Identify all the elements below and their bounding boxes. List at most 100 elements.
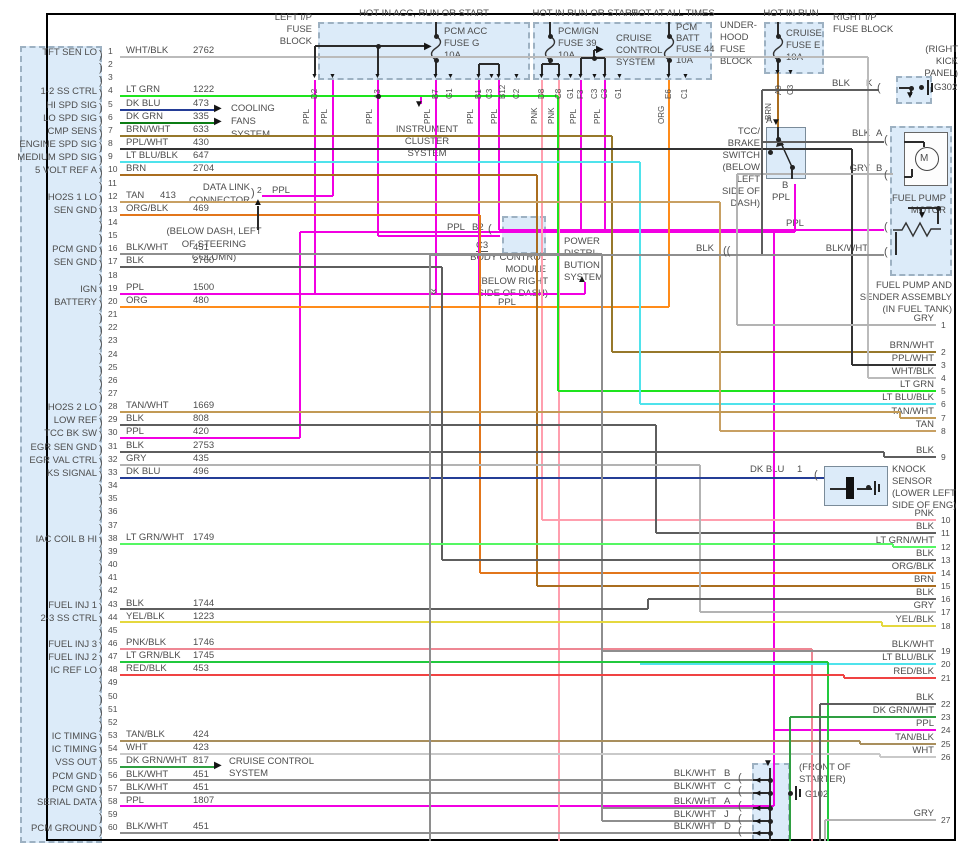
right-ip-fuse-block-label: RIGHT I/P <box>833 12 877 23</box>
wire-segment <box>558 80 560 841</box>
wire-segment <box>843 675 845 678</box>
wire-segment <box>893 546 936 548</box>
g102-ground-icon <box>799 789 801 797</box>
wire-segment <box>910 88 912 95</box>
fuel-pump-pin-b: B <box>876 163 883 174</box>
fuse-pin-letter: B1 <box>474 89 483 99</box>
pcm-pin-label: CMP SENS <box>47 126 97 137</box>
motor-circle-icon <box>915 147 939 171</box>
flow-arrow-icon: ▲ <box>253 197 263 208</box>
pcm-pin-number: 58 <box>108 796 118 806</box>
fuel-sender-blkwht-label: BLK/WHT <box>825 243 868 254</box>
connector-arrow-icon: ▼ <box>577 73 584 80</box>
right-row-wire-name: GRY <box>913 808 934 819</box>
cruise-control-system-inside: CRUISE <box>616 33 652 44</box>
pcm-pin-label: VSS OUT <box>55 757 97 768</box>
pcm-pin-number: 31 <box>108 441 118 451</box>
pcm-circuit-number: 451 <box>193 769 209 780</box>
g302-location: (RIGHT <box>925 44 958 55</box>
g102-pin-letter: D <box>724 821 731 832</box>
fuse-pin-letter: G1 <box>614 88 623 99</box>
right-row-number: 2 <box>941 347 946 357</box>
pcm-pin-label: IC TIMING <box>51 731 97 742</box>
fuse-wire-name: PPL <box>365 108 374 124</box>
fuel-pump-pin-a: A <box>876 128 883 139</box>
right-row-number: 14 <box>941 568 951 578</box>
wire-segment <box>430 254 884 256</box>
g302-name: G302 <box>934 82 958 93</box>
wire-segment <box>761 90 763 255</box>
wire-segment <box>879 754 881 757</box>
knock-wire-label: DK BLU <box>750 464 785 475</box>
pcm-pin-number: 6 <box>108 112 113 122</box>
right-row-number: 17 <box>941 607 951 617</box>
pcm-pin-label: IGN <box>80 284 97 295</box>
pcm-circuit-number: 435 <box>193 453 209 464</box>
right-ip-fuse-block-label: FUSE BLOCK <box>833 24 894 35</box>
wire-segment <box>120 424 656 426</box>
cooling-fans-system-label: FANS <box>231 116 256 127</box>
right-row-number: 5 <box>941 386 946 396</box>
connector-arrow-icon: ◀ <box>755 790 761 797</box>
pcm-pin-connector: ) <box>99 602 103 614</box>
junction-dot <box>376 44 381 49</box>
knock-sensor-label: KNOCK <box>892 464 926 475</box>
tcc-switch-label: (BELOW <box>722 162 760 173</box>
connector-arrow-icon: ▼ <box>538 73 545 80</box>
pcm-circuit-number: 420 <box>193 426 209 437</box>
underhood-fuse-block-box <box>533 22 712 80</box>
pcm-circuit-number: 1744 <box>193 598 215 609</box>
wire-segment <box>120 174 537 176</box>
pcm-pin-number: 16 <box>108 243 118 253</box>
g302-box <box>896 76 932 104</box>
wire-segment <box>442 559 936 561</box>
splice-icon: « <box>425 288 440 295</box>
right-row-wire-name: LT GRN/WHT <box>875 535 934 546</box>
pcm-circuit-number: 1669 <box>193 400 215 411</box>
pcm-pin-number: 55 <box>108 756 118 766</box>
wire-segment <box>478 80 480 294</box>
right-row-number: 26 <box>941 752 951 762</box>
data-link-location: COLUMN) <box>191 252 237 263</box>
pcm-pin-connector: ) <box>99 667 103 679</box>
wire-segment <box>859 741 861 744</box>
wire-segment <box>868 377 936 379</box>
wire-segment <box>753 792 770 794</box>
wire-segment <box>737 173 893 175</box>
pcm-circuit-number: 2753 <box>193 440 215 451</box>
wire-segment <box>647 599 649 609</box>
connector-arrow-icon: ◀ <box>755 805 761 812</box>
pcm-pin-connector: ) <box>99 62 103 74</box>
pcm-pin-connector: ) <box>99 457 103 469</box>
g102-pin-letter: B <box>724 768 731 779</box>
fuse-pcm-batt: BATT <box>676 33 700 44</box>
pcm-pin-number: 20 <box>108 296 118 306</box>
knock-sensor-element-icon <box>846 477 854 499</box>
g102-pin-letter: A <box>724 796 731 807</box>
pcm-circuit-number: 808 <box>193 413 209 424</box>
pcm-pin-number: 50 <box>108 691 118 701</box>
wire-segment <box>908 207 938 209</box>
fuse-pin-letter: A9 <box>774 85 783 95</box>
connector-arrow-icon: ▼ <box>616 73 623 80</box>
right-row-number: 22 <box>941 699 951 709</box>
connector-arrow-icon: ▼ <box>567 73 574 80</box>
pcm-pin-connector: ) <box>99 154 103 166</box>
pcm-wire-name: DK BLU <box>126 98 161 109</box>
wire-segment <box>602 807 753 809</box>
pcm-pin-connector: ) <box>99 707 103 719</box>
inline-connector-icon: ( <box>884 169 888 181</box>
g302-ground-icon <box>931 83 933 92</box>
pcm-pin-number: 35 <box>108 493 118 503</box>
wire-segment <box>257 206 259 230</box>
pcm-pin-number: 18 <box>108 270 118 280</box>
right-row-wire-name: BRN <box>913 574 934 585</box>
pcm-pin-connector: ) <box>99 325 103 337</box>
pcm-pin-label: EGR SEN GND <box>30 442 97 453</box>
connector-arrow-icon: ▼ <box>374 73 381 80</box>
right-row-wire-name: TAN/BLK <box>895 732 934 743</box>
junction-dot <box>909 86 914 91</box>
pcm-pin-number: 4 <box>108 85 113 95</box>
cooling-fans-system-label: SYSTEM <box>231 129 270 140</box>
pcm-wire-name: DK GRN <box>126 111 163 122</box>
